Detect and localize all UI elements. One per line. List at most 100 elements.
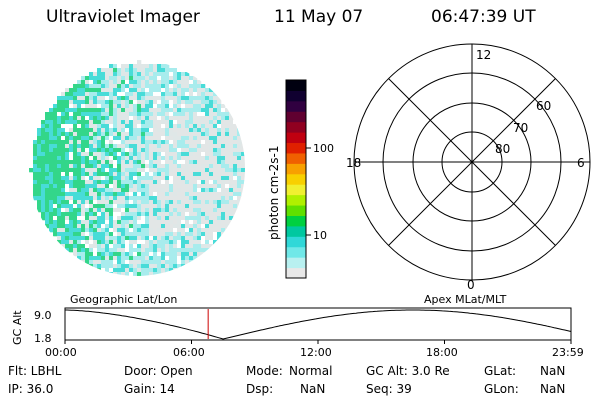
glon-label: GLon: <box>484 382 519 396</box>
mode-value: Normal <box>289 364 333 378</box>
uv-pixel <box>77 124 82 129</box>
uv-pixel <box>181 96 186 101</box>
uv-pixel <box>97 84 102 89</box>
uv-pixel <box>225 164 230 169</box>
uv-pixel <box>85 216 90 221</box>
uv-pixel <box>141 232 146 237</box>
uv-pixel <box>41 140 46 145</box>
uv-pixel <box>81 80 86 85</box>
colorbar-segment <box>286 121 306 133</box>
uv-pixel <box>121 68 126 73</box>
uv-pixel <box>149 160 154 165</box>
uv-pixel <box>81 88 86 93</box>
uv-pixel <box>157 92 162 97</box>
uv-pixel <box>237 168 242 173</box>
uv-pixel <box>65 128 70 133</box>
uv-pixel <box>101 180 106 185</box>
uv-pixel <box>101 228 106 233</box>
uv-pixel <box>173 76 178 81</box>
uv-pixel <box>189 180 194 185</box>
uv-pixel <box>133 248 138 253</box>
uv-pixel <box>153 100 158 105</box>
uv-pixel <box>197 208 202 213</box>
uv-pixel <box>133 272 138 276</box>
uv-pixel <box>61 240 66 245</box>
uv-pixel <box>153 164 158 169</box>
uv-pixel <box>201 244 206 249</box>
uv-pixel <box>61 156 66 161</box>
uv-pixel <box>93 120 98 125</box>
uv-pixel <box>105 220 110 225</box>
uv-pixel <box>237 208 242 213</box>
uv-pixel <box>129 256 134 261</box>
uv-pixel <box>177 120 182 125</box>
uv-pixel <box>105 188 110 193</box>
uv-pixel <box>137 160 142 165</box>
uv-pixel <box>113 240 118 245</box>
uv-pixel <box>49 212 54 217</box>
uv-pixel <box>205 236 210 241</box>
uv-pixel <box>117 148 122 153</box>
uv-pixel <box>157 268 162 273</box>
uv-pixel <box>73 228 78 233</box>
uv-pixel <box>141 76 146 81</box>
uv-pixel <box>141 88 146 93</box>
uv-pixel <box>153 256 158 261</box>
uv-pixel <box>117 176 122 181</box>
uv-pixel <box>101 176 106 181</box>
trajectory-left-title: Geographic Lat/Lon <box>70 293 177 306</box>
uv-pixel <box>53 208 58 213</box>
uv-pixel <box>73 172 78 177</box>
uv-pixel <box>213 152 218 157</box>
uv-pixel <box>129 208 134 213</box>
uv-pixel <box>85 88 90 93</box>
uv-pixel <box>129 236 134 241</box>
uv-pixel <box>149 124 154 129</box>
uv-pixel <box>137 92 142 97</box>
uv-pixel <box>213 172 218 177</box>
uv-pixel <box>113 200 118 205</box>
uv-pixel <box>149 260 154 265</box>
uv-pixel <box>113 232 118 237</box>
uv-pixel <box>121 140 126 145</box>
uv-pixel <box>205 240 210 245</box>
uv-pixel <box>61 244 66 249</box>
uv-pixel <box>121 240 126 245</box>
uv-pixel <box>125 268 130 273</box>
uv-pixel <box>149 144 154 149</box>
uv-pixel <box>129 100 134 105</box>
uv-pixel <box>169 144 174 149</box>
uv-pixel <box>229 152 234 157</box>
uv-pixel <box>65 144 70 149</box>
uv-pixel <box>133 200 138 205</box>
uv-pixel <box>41 128 46 133</box>
uv-pixel <box>77 204 82 209</box>
mlt-label-6: 6 <box>577 156 585 170</box>
uv-pixel <box>33 192 38 197</box>
door-field: Door: Open <box>124 364 193 378</box>
uv-pixel <box>161 124 166 129</box>
uv-pixel <box>197 88 202 93</box>
uv-pixel <box>169 140 174 145</box>
uv-pixel <box>117 196 122 201</box>
uv-pixel <box>209 96 214 101</box>
uv-pixel <box>149 80 154 85</box>
uv-pixel <box>61 232 66 237</box>
uv-pixel <box>153 248 158 253</box>
uv-pixel <box>113 92 118 97</box>
uv-pixel <box>189 128 194 133</box>
uv-pixel <box>145 132 150 137</box>
uv-pixel <box>205 216 210 221</box>
uv-pixel <box>165 132 170 137</box>
uv-pixel <box>57 132 62 137</box>
uv-pixel <box>173 144 178 149</box>
uv-pixel <box>117 252 122 257</box>
uv-pixel <box>161 224 166 229</box>
uv-pixel <box>137 116 142 121</box>
uv-pixel <box>129 172 134 177</box>
uv-pixel <box>73 216 78 221</box>
uv-pixel <box>117 188 122 193</box>
uv-pixel <box>169 172 174 177</box>
uv-pixel <box>109 240 114 245</box>
uv-pixel <box>213 120 218 125</box>
